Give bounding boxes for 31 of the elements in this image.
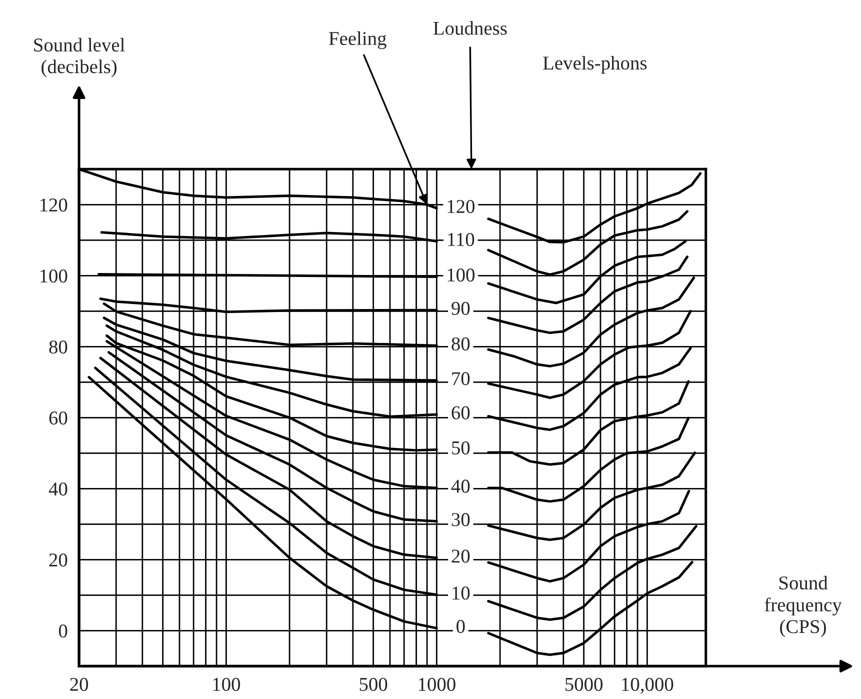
x-tick-label: 1000 xyxy=(418,678,456,691)
series-label: 50 xyxy=(452,441,470,454)
x-axis-title: Sound frequency (CPS) xyxy=(764,576,842,638)
series-label: 120 xyxy=(448,200,474,214)
series-label: 0 xyxy=(456,620,465,634)
x-tick-label: 5000 xyxy=(565,678,603,691)
series-label: 60 xyxy=(452,406,470,420)
x-tick-label: 20 xyxy=(70,678,88,691)
text: Loudness xyxy=(433,21,507,35)
annotation: Feeling xyxy=(328,31,386,50)
text: Levels-phons xyxy=(543,56,647,74)
series-label: 10 xyxy=(452,586,470,600)
x-tick-label: 500 xyxy=(360,678,388,691)
series-label: 100 xyxy=(448,268,474,282)
series-label: 110 xyxy=(448,232,474,246)
y-tick-label: 120 xyxy=(40,198,68,212)
series-label: 70 xyxy=(452,372,470,386)
y-tick-label: 100 xyxy=(40,269,68,283)
y-tick-label: 20 xyxy=(49,553,68,567)
y-tick-label: 40 xyxy=(48,482,68,496)
y-tick-label: 60 xyxy=(49,411,68,425)
y-axis-title: Sound level (decibels) xyxy=(34,38,125,78)
series-label: 80 xyxy=(452,337,470,350)
series-label: 90 xyxy=(452,302,470,315)
x-tick-label: 100 xyxy=(213,678,240,691)
y-tick-label: 0 xyxy=(58,624,68,638)
series-label: 40 xyxy=(451,480,470,493)
y-tick-label: 80 xyxy=(49,340,68,354)
series-label: 20 xyxy=(452,550,470,563)
x-tick-label: 10,000 xyxy=(622,678,674,694)
series-label: 30 xyxy=(452,513,470,526)
